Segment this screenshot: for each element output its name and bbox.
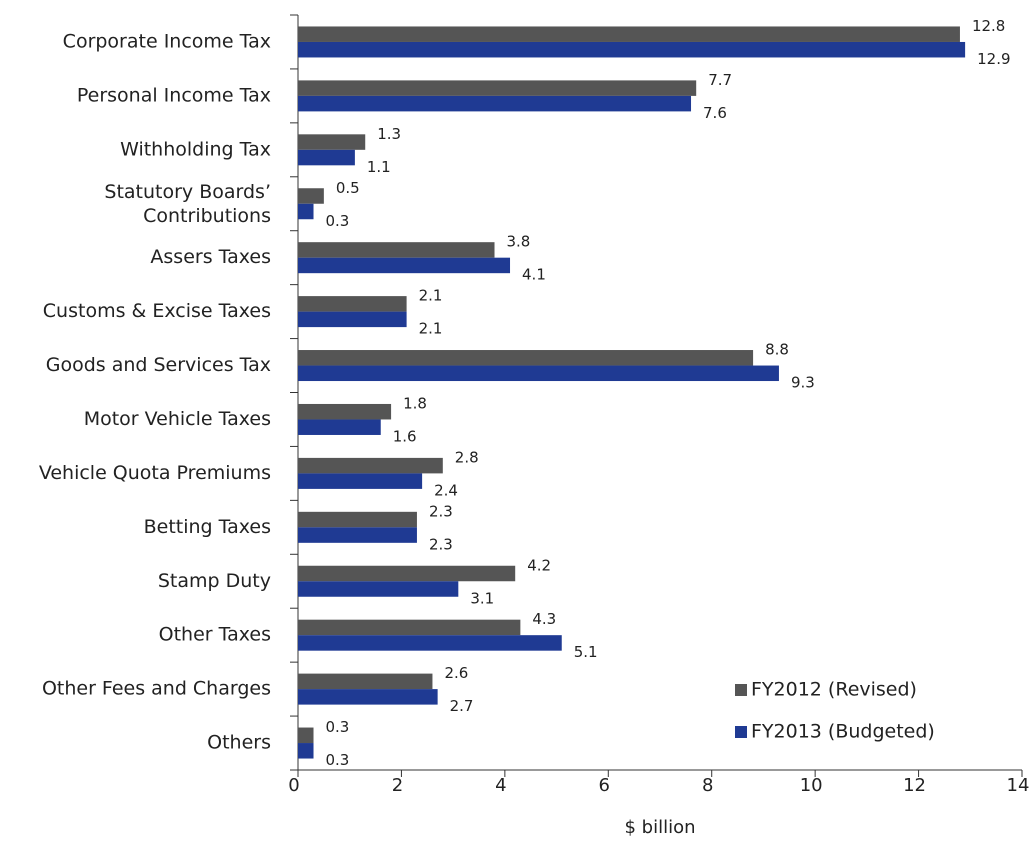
category-label: Customs & Excise Taxes	[43, 300, 271, 322]
bar	[298, 41, 966, 58]
bar	[298, 581, 459, 597]
category-label: Goods and Services Tax	[46, 354, 271, 376]
value-label: 7.7	[708, 71, 732, 89]
bar	[298, 311, 407, 328]
value-label: 0.3	[326, 718, 350, 736]
value-label: 0.3	[326, 751, 350, 769]
bar	[298, 419, 381, 435]
value-label: 2.6	[444, 664, 468, 682]
x-tick-label: 10	[800, 775, 823, 796]
legend-label: FY2013 (Budgeted)	[751, 721, 935, 743]
legend-swatch	[735, 726, 747, 738]
x-tick-label: 2	[392, 775, 403, 796]
bar	[298, 689, 438, 705]
value-label: 2.3	[429, 502, 453, 520]
value-label: 1.8	[403, 394, 427, 412]
x-tick-label: 6	[599, 775, 610, 796]
x-tick-label: 12	[903, 775, 926, 796]
bar	[298, 619, 521, 636]
value-label: 3.1	[470, 589, 494, 607]
category-label: Motor Vehicle Taxes	[84, 408, 271, 430]
value-label: 3.8	[507, 233, 531, 251]
bar	[298, 457, 443, 474]
value-label: 0.3	[326, 212, 350, 230]
x-tick-label: 0	[288, 775, 299, 796]
x-tick-label: 8	[702, 775, 713, 796]
value-label: 2.4	[434, 481, 458, 499]
bar	[298, 743, 314, 759]
bar	[298, 565, 516, 582]
bar	[298, 26, 960, 42]
category-label: Other Taxes	[159, 624, 271, 646]
bar	[298, 188, 324, 204]
value-label: 12.9	[977, 50, 1010, 68]
value-label: 4.3	[532, 610, 556, 628]
value-label: 1.6	[393, 427, 417, 445]
value-label: 4.1	[522, 266, 546, 284]
category-label: Withholding Tax	[120, 138, 271, 160]
category-label: Stamp Duty	[158, 570, 271, 592]
category-label: Statutory Boards’ Contributions	[104, 180, 271, 226]
legend-label: FY2012 (Revised)	[751, 679, 917, 701]
value-label: 2.7	[450, 697, 474, 715]
bar	[298, 527, 417, 543]
bar	[298, 365, 779, 382]
bar	[298, 350, 754, 366]
value-label: 9.3	[791, 374, 815, 392]
category-label: Assers Taxes	[150, 246, 271, 268]
bar	[298, 403, 392, 420]
value-label: 12.8	[972, 17, 1005, 35]
x-tick-label: 4	[495, 775, 506, 796]
bar	[298, 95, 692, 112]
bar	[298, 149, 355, 166]
x-tick-label: 14	[1007, 775, 1030, 796]
value-label: 1.1	[367, 158, 391, 176]
bar	[298, 673, 433, 690]
bar	[298, 473, 423, 489]
legend-swatch	[735, 684, 747, 696]
value-label: 5.1	[574, 643, 598, 661]
bar	[298, 635, 562, 651]
value-label: 0.5	[336, 179, 360, 197]
category-label: Corporate Income Tax	[63, 30, 271, 52]
value-label: 2.1	[419, 287, 443, 305]
bar	[298, 511, 417, 528]
value-label: 4.2	[527, 556, 551, 574]
bar	[298, 80, 697, 96]
value-label: 2.1	[419, 320, 443, 338]
category-label: Personal Income Tax	[77, 84, 271, 106]
bar	[298, 727, 314, 744]
value-label: 7.6	[703, 104, 727, 122]
bar	[298, 257, 511, 274]
category-label: Betting Taxes	[144, 516, 271, 538]
category-label: Others	[207, 732, 271, 754]
category-label: Vehicle Quota Premiums	[39, 462, 271, 484]
x-axis-label: $ billion	[624, 817, 695, 838]
value-label: 2.8	[455, 448, 479, 466]
value-label: 1.3	[377, 125, 401, 143]
bar	[298, 296, 407, 312]
bar	[298, 203, 314, 220]
bar	[298, 134, 366, 150]
value-label: 2.3	[429, 535, 453, 553]
bar	[298, 242, 495, 258]
category-label: Other Fees and Charges	[42, 678, 271, 700]
value-label: 8.8	[765, 341, 789, 359]
